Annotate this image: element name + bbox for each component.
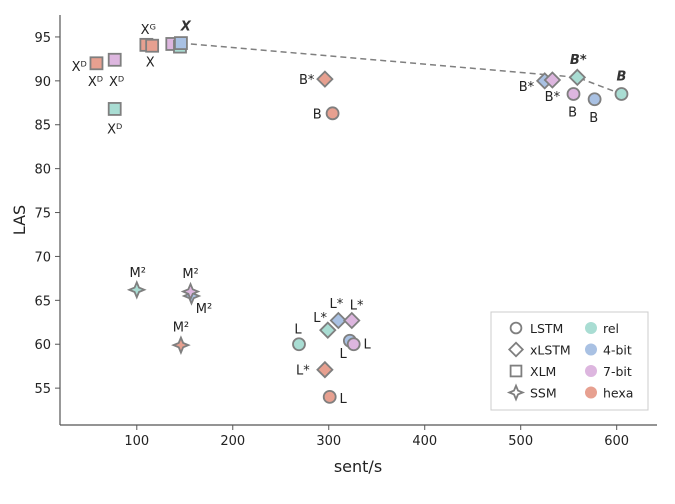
data-point: [543, 71, 562, 89]
legend-marker-diamond: [507, 341, 525, 358]
data-point: [126, 279, 147, 300]
point-label: B: [313, 107, 322, 122]
point-label: M²: [182, 267, 198, 282]
data-point: [292, 337, 306, 352]
y-tick-label: 55: [34, 382, 51, 397]
legend-label: rel: [603, 321, 619, 336]
point-label: M²: [196, 302, 212, 317]
point-label: L: [340, 392, 348, 407]
data-point: [325, 106, 340, 121]
point-label: Xᴰ: [107, 122, 122, 137]
point-label: M²: [130, 266, 146, 281]
x-axis-label: sent/s: [334, 457, 382, 476]
legend-marker-circle: [509, 321, 523, 335]
data-points: [89, 36, 629, 404]
y-tick-label: 95: [34, 31, 51, 46]
x-tick-label: 100: [124, 434, 149, 449]
legend-label: xLSTM: [530, 343, 571, 358]
data-point: [316, 360, 334, 379]
legend-label: XLM: [530, 364, 556, 379]
point-label: B: [568, 106, 577, 121]
point-label: L: [294, 322, 302, 337]
point-label: L: [364, 337, 372, 352]
data-point: [587, 92, 602, 107]
data-point: [322, 390, 337, 404]
point-label: L*: [296, 364, 310, 379]
y-tick-label: 70: [34, 250, 51, 265]
data-point: [329, 311, 348, 330]
data-point: [316, 70, 334, 88]
pareto-front-line: [180, 42, 622, 95]
legend-swatch-rel: [585, 322, 597, 334]
y-axis-label: LAS: [10, 205, 29, 235]
x-tick-label: 500: [508, 434, 533, 449]
legend-marker-star: [506, 383, 526, 402]
point-label: Xᴳ: [141, 23, 156, 38]
legend-label: hexa: [603, 386, 633, 401]
data-point: [174, 36, 188, 50]
y-tick-label: 60: [34, 338, 51, 353]
point-label: B*: [299, 73, 315, 88]
legend-swatch-7-bit: [585, 365, 597, 377]
x-tick-label: 600: [604, 434, 629, 449]
point-label: L: [340, 347, 348, 362]
legend-marker-square: [509, 364, 523, 378]
legend-label: 4-bit: [603, 343, 632, 358]
point-label: Xᴰ: [109, 75, 124, 90]
data-point: [180, 281, 201, 302]
legend-label: SSM: [530, 386, 557, 401]
x-tick-label: 200: [220, 434, 245, 449]
point-label: B: [589, 111, 598, 126]
x-tick-label: 300: [316, 434, 341, 449]
data-point: [346, 337, 361, 352]
y-tick-label: 75: [34, 207, 51, 222]
data-point: [568, 68, 587, 87]
point-label: L*: [330, 297, 344, 312]
legend: LSTM xLSTM XLM SSM rel 4-bit 7-bit hexa: [490, 311, 649, 411]
point-label: B*: [545, 90, 561, 105]
data-point: [107, 52, 122, 67]
legend-box: [490, 311, 649, 411]
y-tick-label: 80: [34, 163, 51, 178]
data-point: [343, 311, 361, 330]
point-label: B: [617, 70, 627, 85]
point-label: L*: [313, 311, 327, 326]
point-label: Xᴰ: [88, 75, 103, 90]
data-point: [614, 87, 629, 101]
legend-swatch-4-bit: [585, 343, 597, 356]
axes: 100 200 300 400 500 600 55 60 65 70 75 80 85 90 95: [34, 15, 657, 449]
x-tick-label: 400: [412, 434, 437, 449]
point-label: B*: [519, 80, 535, 95]
pareto-front: [180, 42, 622, 95]
data-point: [566, 87, 581, 101]
point-label: M²: [173, 321, 189, 336]
legend-label: LSTM: [530, 321, 563, 336]
y-tick-label: 90: [34, 75, 51, 90]
legend-label: 7-bit: [603, 364, 632, 379]
legend-swatch-hexa: [585, 386, 597, 399]
point-label: X: [180, 20, 192, 35]
point-label: Xᴰ: [72, 60, 87, 75]
y-tick-label: 85: [34, 119, 51, 134]
point-label: X: [146, 56, 155, 71]
data-point: [145, 38, 160, 53]
data-point: [107, 102, 122, 116]
data-point: [319, 321, 337, 339]
data-point: [89, 56, 104, 71]
data-point: [171, 335, 191, 355]
point-label: L*: [350, 299, 364, 314]
y-tick-label: 65: [34, 294, 51, 309]
point-label: B*: [570, 53, 587, 68]
